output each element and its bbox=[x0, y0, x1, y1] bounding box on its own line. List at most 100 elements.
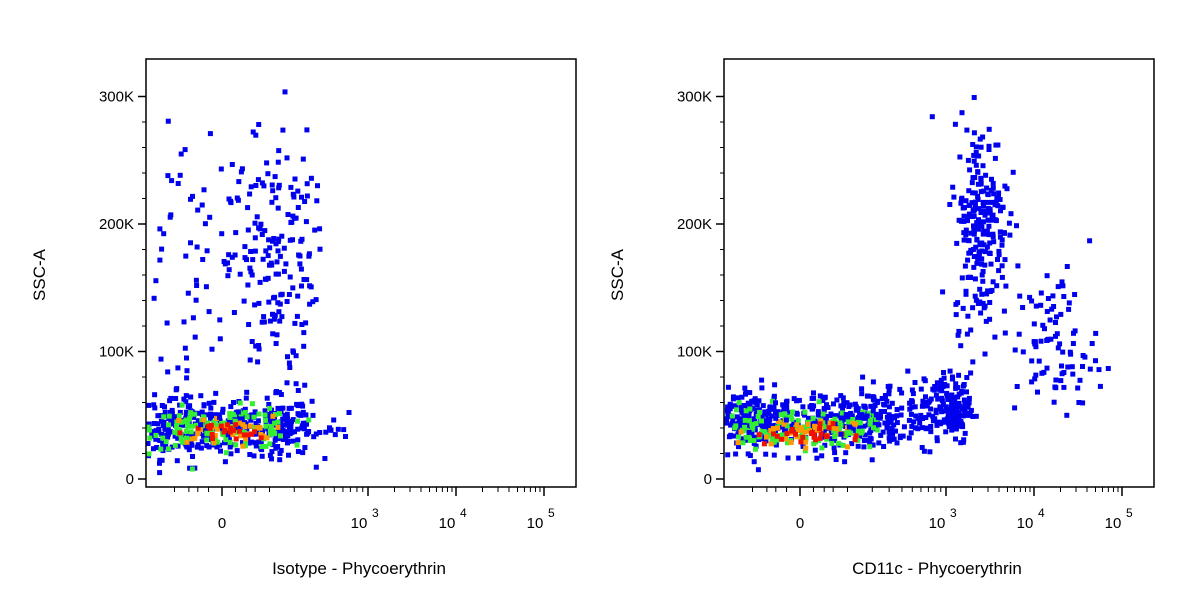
data-point bbox=[987, 206, 993, 212]
data-point bbox=[1029, 358, 1035, 364]
data-point bbox=[1061, 384, 1067, 390]
data-point bbox=[971, 95, 977, 100]
data-point bbox=[969, 200, 975, 206]
data-point bbox=[249, 339, 255, 344]
data-point bbox=[976, 217, 981, 223]
data-point bbox=[766, 425, 772, 431]
data-point bbox=[897, 435, 903, 441]
data-point bbox=[878, 432, 884, 438]
data-point bbox=[856, 424, 862, 430]
data-point bbox=[302, 445, 308, 450]
data-point bbox=[861, 423, 867, 429]
data-point bbox=[261, 183, 267, 189]
data-point bbox=[184, 368, 190, 374]
data-point bbox=[206, 400, 212, 406]
data-point bbox=[300, 450, 306, 456]
data-point bbox=[919, 445, 925, 450]
data-point bbox=[1093, 330, 1099, 336]
data-point bbox=[299, 423, 305, 429]
data-point bbox=[177, 172, 183, 178]
data-point bbox=[1054, 331, 1060, 337]
data-point bbox=[159, 246, 165, 252]
data-point bbox=[944, 390, 950, 396]
data-point bbox=[147, 427, 152, 433]
data-point bbox=[287, 365, 293, 370]
data-point bbox=[209, 432, 215, 437]
data-point bbox=[853, 433, 859, 439]
data-point bbox=[1031, 321, 1037, 327]
y-tick-label: 300K bbox=[677, 89, 712, 106]
data-point bbox=[986, 147, 992, 152]
data-point bbox=[1038, 338, 1044, 344]
data-point bbox=[973, 144, 979, 150]
data-point bbox=[183, 413, 189, 418]
data-point bbox=[1044, 365, 1050, 371]
data-point bbox=[306, 251, 312, 257]
data-point bbox=[803, 436, 809, 442]
data-point bbox=[964, 331, 970, 337]
data-point bbox=[894, 420, 900, 426]
data-point bbox=[999, 237, 1005, 243]
data-point bbox=[335, 426, 341, 432]
data-point bbox=[827, 420, 833, 426]
data-point bbox=[199, 202, 205, 208]
data-point bbox=[929, 114, 935, 120]
data-point bbox=[1053, 320, 1058, 325]
data-point bbox=[283, 261, 289, 267]
data-point bbox=[725, 384, 731, 390]
data-point bbox=[874, 427, 880, 433]
data-point bbox=[236, 428, 242, 434]
data-point bbox=[786, 414, 792, 420]
data-point bbox=[890, 430, 896, 436]
data-point bbox=[845, 419, 851, 425]
data-point bbox=[181, 396, 187, 402]
data-point bbox=[952, 121, 958, 127]
data-point bbox=[246, 322, 252, 327]
data-point bbox=[738, 429, 744, 435]
data-point bbox=[795, 427, 801, 433]
data-point bbox=[230, 432, 236, 438]
data-point bbox=[277, 451, 283, 456]
data-point bbox=[967, 167, 973, 173]
data-point bbox=[165, 118, 171, 124]
data-point bbox=[341, 427, 347, 433]
data-point bbox=[304, 277, 310, 283]
data-point bbox=[257, 425, 263, 431]
data-point bbox=[168, 421, 174, 427]
data-point bbox=[1069, 364, 1075, 370]
data-point bbox=[812, 427, 818, 433]
data-point bbox=[252, 220, 258, 226]
data-point bbox=[185, 422, 191, 428]
data-point bbox=[189, 423, 195, 429]
data-point bbox=[982, 262, 988, 268]
data-point bbox=[152, 392, 158, 398]
data-point bbox=[279, 233, 285, 239]
data-point bbox=[955, 300, 961, 306]
data-point bbox=[959, 275, 965, 281]
data-point bbox=[968, 370, 974, 376]
data-point bbox=[875, 415, 881, 421]
data-point bbox=[963, 291, 969, 297]
data-point bbox=[288, 184, 294, 190]
data-point bbox=[176, 413, 182, 419]
data-point bbox=[1075, 385, 1081, 391]
data-point bbox=[984, 244, 990, 250]
data-point bbox=[179, 402, 185, 408]
data-point bbox=[293, 381, 299, 387]
data-point bbox=[1057, 341, 1063, 347]
data-point bbox=[968, 327, 974, 333]
data-point bbox=[263, 248, 269, 254]
data-point bbox=[961, 397, 967, 403]
data-point bbox=[818, 431, 824, 437]
data-point bbox=[796, 455, 802, 461]
data-point bbox=[836, 427, 842, 433]
data-point bbox=[979, 272, 985, 278]
data-point bbox=[295, 418, 300, 424]
data-point bbox=[970, 208, 976, 214]
data-point bbox=[845, 444, 850, 450]
data-point bbox=[751, 434, 757, 440]
data-point bbox=[994, 194, 1000, 200]
data-point bbox=[173, 396, 179, 401]
data-point bbox=[256, 225, 262, 231]
data-point bbox=[236, 179, 242, 185]
